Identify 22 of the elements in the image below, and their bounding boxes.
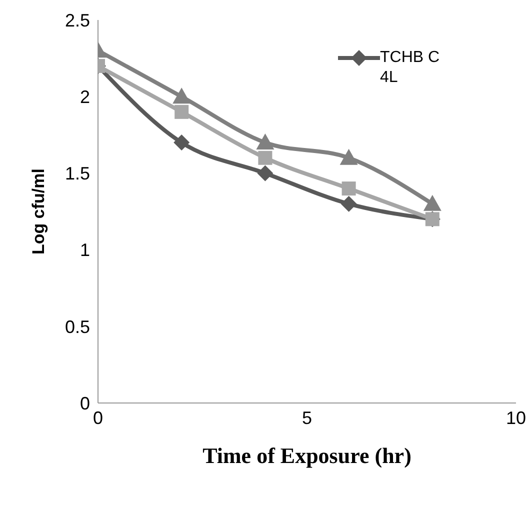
point — [256, 134, 274, 150]
y-tick-label: 2 — [80, 86, 90, 107]
point — [340, 196, 357, 212]
point — [257, 165, 274, 182]
x-tick-label: 10 — [506, 408, 526, 428]
x-tick-label: 0 — [92, 408, 104, 428]
y-tick-label: 2.5 — [64, 10, 90, 30]
point — [423, 194, 442, 211]
legend-label: TCHB C 4L — [380, 48, 440, 88]
point — [340, 148, 358, 165]
point — [342, 182, 356, 196]
point — [174, 104, 189, 119]
point — [172, 88, 191, 104]
y-tick-label: 0.5 — [64, 316, 90, 337]
x-tick-label: 5 — [302, 408, 312, 428]
point — [174, 134, 190, 151]
y-axis-title: Log cfu/ml — [29, 168, 48, 254]
x-axis-title: Time of Exposure (hr) — [202, 443, 412, 468]
y-tick-label: 1 — [80, 240, 90, 260]
y-tick-label: 1.5 — [64, 164, 90, 184]
point — [258, 150, 272, 165]
y-tick-label: 0 — [80, 393, 90, 414]
